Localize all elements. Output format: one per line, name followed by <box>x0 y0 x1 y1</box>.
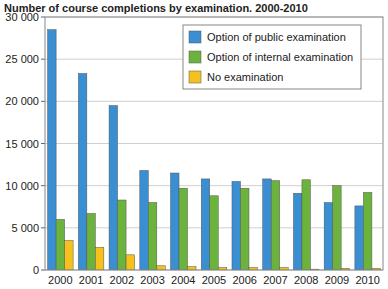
bar <box>240 188 249 270</box>
bar <box>210 196 219 270</box>
x-label: 2008 <box>294 274 318 286</box>
title: Number of course completions by examinat… <box>4 2 308 14</box>
bar <box>95 247 104 270</box>
chart: Number of course completions by examinat… <box>0 0 388 289</box>
tick <box>41 185 45 186</box>
bar <box>333 186 342 270</box>
bar <box>65 240 74 270</box>
bar <box>188 267 197 270</box>
bar <box>293 193 302 270</box>
grid-line <box>45 143 383 144</box>
legend-swatch <box>189 51 201 63</box>
legend-label: Option of internal examination <box>207 51 353 63</box>
bar <box>78 74 87 270</box>
x-label: 2005 <box>202 274 226 286</box>
grid-line <box>45 101 383 102</box>
bar <box>140 170 149 270</box>
tick <box>41 227 45 228</box>
bar <box>324 203 333 270</box>
bar <box>148 203 157 270</box>
bar <box>263 179 272 270</box>
tick <box>41 101 45 102</box>
bar <box>271 181 280 270</box>
bar <box>363 192 372 270</box>
bar <box>109 106 118 270</box>
bar <box>201 179 210 270</box>
tick-label: 30 000 <box>5 11 39 23</box>
tick-label: 5 000 <box>11 222 39 234</box>
bar <box>302 180 311 270</box>
bar <box>48 30 57 270</box>
bar <box>355 206 364 270</box>
tick-label: 15 000 <box>5 138 39 150</box>
x-label: 2009 <box>325 274 349 286</box>
tick-label: 20 000 <box>5 95 39 107</box>
legend-label: Option of public examination <box>207 31 346 43</box>
bar <box>179 188 188 270</box>
tick <box>41 17 45 18</box>
tick <box>41 270 45 271</box>
x-label: 2002 <box>110 274 134 286</box>
legend-label: No examination <box>207 71 283 83</box>
bar <box>87 213 96 270</box>
x-label: 2003 <box>140 274 164 286</box>
x-label: 2001 <box>79 274 103 286</box>
legend: Option of public examination Option of in… <box>183 25 361 89</box>
legend-swatch <box>189 31 201 43</box>
plot-frame <box>45 17 383 270</box>
legend-swatch <box>189 71 201 83</box>
x-label: 2010 <box>355 274 379 286</box>
bar <box>171 173 180 270</box>
bar <box>118 200 127 270</box>
legend-box <box>183 25 361 89</box>
x-label: 2007 <box>263 274 287 286</box>
tick-label: 10 000 <box>5 180 39 192</box>
grid-line <box>45 185 383 186</box>
tick-label: 25 000 <box>5 53 39 65</box>
x-label: 2000 <box>48 274 72 286</box>
bar <box>232 181 241 270</box>
x-label: 2004 <box>171 274 195 286</box>
tick-label: 0 <box>33 264 39 276</box>
bar <box>157 266 166 270</box>
bar <box>126 255 134 270</box>
tick <box>41 143 45 144</box>
x-label: 2006 <box>232 274 256 286</box>
tick <box>41 59 45 60</box>
bar <box>56 219 64 270</box>
